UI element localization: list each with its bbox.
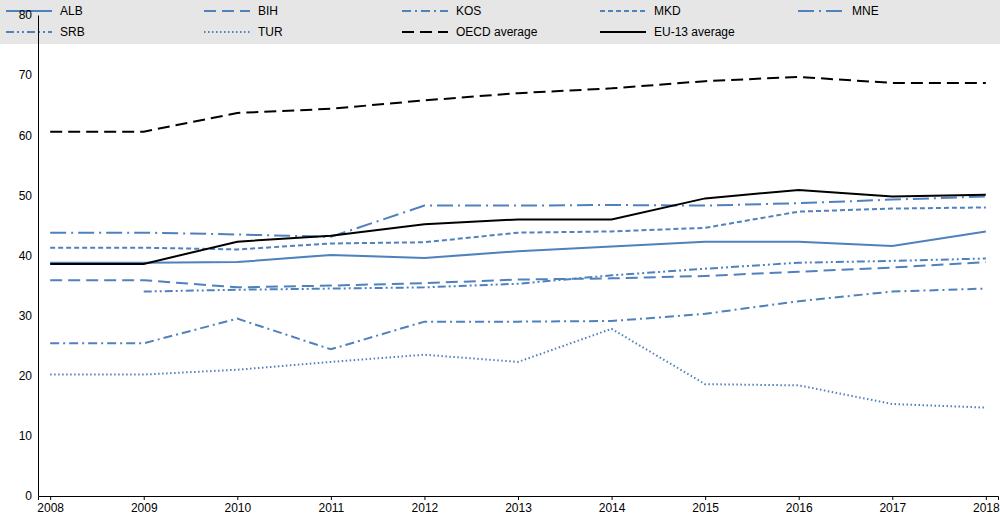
tick-label: 60 — [19, 129, 33, 143]
tick-label: 50 — [19, 189, 33, 203]
legend-swatch — [600, 31, 646, 33]
tick-label: 2018 — [973, 501, 1000, 515]
legend-item: EU-13 average — [600, 25, 735, 39]
tick: 2008 — [37, 496, 64, 515]
chart: ALB BIH KOS MKD MNE SRB TUR OECD average EU-13 a… — [0, 0, 1000, 517]
y-axis: 0 10 20 30 40 50 60 70 80 — [19, 8, 39, 503]
tick-label: 2009 — [131, 501, 158, 515]
tick: 40 — [19, 249, 38, 263]
tick-mark — [237, 496, 238, 500]
tick: 2011 — [318, 496, 344, 515]
series-line — [50, 207, 986, 249]
legend-swatch — [798, 10, 844, 12]
tick: 80 — [19, 8, 38, 22]
tick: 30 — [19, 309, 38, 323]
tick-label: 2013 — [505, 501, 532, 515]
series-line — [50, 197, 986, 237]
tick-label: 2015 — [692, 501, 719, 515]
tick-label: 2017 — [879, 501, 906, 515]
tick-mark — [50, 496, 51, 500]
legend-label: OECD average — [456, 25, 538, 39]
legend-item: TUR — [204, 25, 283, 39]
tick-mark — [612, 496, 613, 500]
tick-label: 2012 — [412, 501, 439, 515]
series-line — [50, 190, 986, 264]
legend-label: ALB — [60, 4, 83, 18]
series-line — [50, 77, 986, 132]
tick: 60 — [19, 129, 38, 143]
legend-label: MNE — [852, 4, 879, 18]
legend-label: MKD — [654, 4, 681, 18]
legend-swatch — [402, 31, 448, 33]
tick: 2017 — [879, 496, 906, 515]
x-axis: 2008 2009 2010 2011 2012 2013 2014 2015 2016 2017… — [37, 496, 1000, 515]
tick-label: 30 — [19, 309, 33, 323]
tick-label: 2014 — [599, 501, 626, 515]
legend-item: SRB — [6, 25, 85, 39]
tick-mark — [705, 496, 706, 500]
legend-swatch — [6, 31, 52, 33]
tick-mark — [424, 496, 425, 500]
tick: 20 — [19, 369, 38, 383]
tick-label: 2008 — [37, 501, 64, 515]
tick-label: 70 — [19, 68, 33, 82]
tick-mark — [518, 496, 519, 500]
legend-item: BIH — [204, 4, 278, 18]
tick: 2014 — [599, 496, 626, 515]
tick-mark — [144, 496, 145, 500]
legend-swatch — [204, 31, 250, 33]
legend-label: KOS — [456, 4, 481, 18]
legend-item: OECD average — [402, 25, 538, 39]
tick: 10 — [19, 429, 38, 443]
legend-label: BIH — [258, 4, 278, 18]
tick: 2016 — [786, 496, 813, 515]
legend-background — [0, 0, 1000, 44]
tick: 2010 — [224, 496, 251, 515]
legend-swatch — [204, 10, 250, 12]
tick: 2015 — [692, 496, 719, 515]
plot-area — [50, 77, 986, 408]
tick: 2018 — [973, 496, 1000, 515]
tick: 2009 — [131, 496, 158, 515]
legend-item: MNE — [798, 4, 879, 18]
tick-label: 80 — [19, 8, 33, 22]
series-line — [144, 259, 986, 292]
legend-label: SRB — [60, 25, 85, 39]
tick-label: 2016 — [786, 501, 813, 515]
tick-label: 2010 — [224, 501, 251, 515]
legend-swatch — [402, 10, 448, 12]
tick-label: 20 — [19, 369, 33, 383]
tick-label: 0 — [25, 489, 32, 503]
axis-line — [38, 16, 39, 497]
tick: 0 — [25, 489, 38, 503]
tick-label: 40 — [19, 249, 33, 263]
tick: 70 — [19, 68, 38, 82]
legend-item: MKD — [600, 4, 681, 18]
tick: 50 — [19, 189, 38, 203]
legend: ALB BIH KOS MKD MNE SRB TUR OECD average EU-13 a… — [0, 0, 1000, 44]
tick-label: 2011 — [318, 501, 344, 515]
tick-mark — [331, 496, 332, 500]
series-line — [50, 231, 986, 262]
series-line — [50, 289, 986, 350]
axis-line — [39, 497, 999, 501]
legend-label: EU-13 average — [654, 25, 735, 39]
tick: 2012 — [412, 496, 439, 515]
tick-mark — [799, 496, 800, 500]
legend-swatch — [600, 10, 646, 12]
legend-item: KOS — [402, 4, 481, 18]
tick-mark — [892, 496, 893, 500]
tick-label: 10 — [19, 429, 33, 443]
series-line — [50, 329, 986, 408]
tick-mark — [986, 496, 987, 500]
legend-item: ALB — [6, 4, 83, 18]
legend-label: TUR — [258, 25, 283, 39]
tick: 2013 — [505, 496, 532, 515]
